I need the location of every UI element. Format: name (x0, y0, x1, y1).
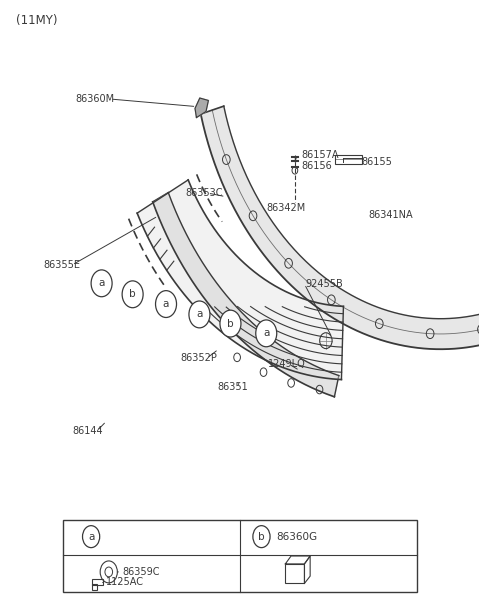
Text: (11MY): (11MY) (16, 13, 57, 26)
Text: a: a (88, 531, 94, 542)
Polygon shape (137, 180, 343, 379)
Text: 86353C: 86353C (185, 188, 223, 198)
Bar (92, 579, 103, 585)
Text: 86360M: 86360M (75, 94, 115, 104)
Text: a: a (263, 329, 269, 338)
Text: 86351: 86351 (217, 382, 248, 392)
Text: 86155: 86155 (362, 157, 393, 167)
Circle shape (122, 281, 143, 308)
Text: 92455B: 92455B (305, 279, 343, 289)
Text: 86352P: 86352P (180, 353, 217, 364)
Circle shape (256, 320, 277, 347)
Text: 86360G: 86360G (276, 531, 317, 542)
Polygon shape (195, 98, 208, 118)
Text: 86341NA: 86341NA (369, 210, 413, 220)
Text: a: a (196, 310, 203, 319)
Polygon shape (153, 192, 339, 397)
Circle shape (220, 310, 241, 337)
Text: b: b (227, 319, 234, 329)
Text: 86342M: 86342M (267, 203, 306, 213)
Polygon shape (201, 106, 480, 349)
Bar (63, 520, 417, 592)
Text: 86355E: 86355E (43, 260, 80, 270)
Circle shape (253, 526, 270, 547)
Text: a: a (98, 278, 105, 288)
Text: b: b (258, 531, 265, 542)
Circle shape (83, 526, 100, 547)
Text: 86144: 86144 (72, 426, 103, 436)
Text: 86156: 86156 (301, 161, 332, 171)
Bar (92, 584, 97, 590)
Text: b: b (129, 289, 136, 299)
Circle shape (156, 291, 177, 318)
Text: 1125AC: 1125AC (107, 577, 144, 587)
Circle shape (189, 301, 210, 328)
Text: 86157A: 86157A (301, 150, 338, 160)
Text: a: a (163, 299, 169, 309)
Text: 86359C: 86359C (122, 567, 160, 577)
Bar (336, 154, 362, 164)
Bar (285, 564, 304, 584)
Text: 1249LQ: 1249LQ (268, 359, 305, 369)
Circle shape (91, 270, 112, 297)
